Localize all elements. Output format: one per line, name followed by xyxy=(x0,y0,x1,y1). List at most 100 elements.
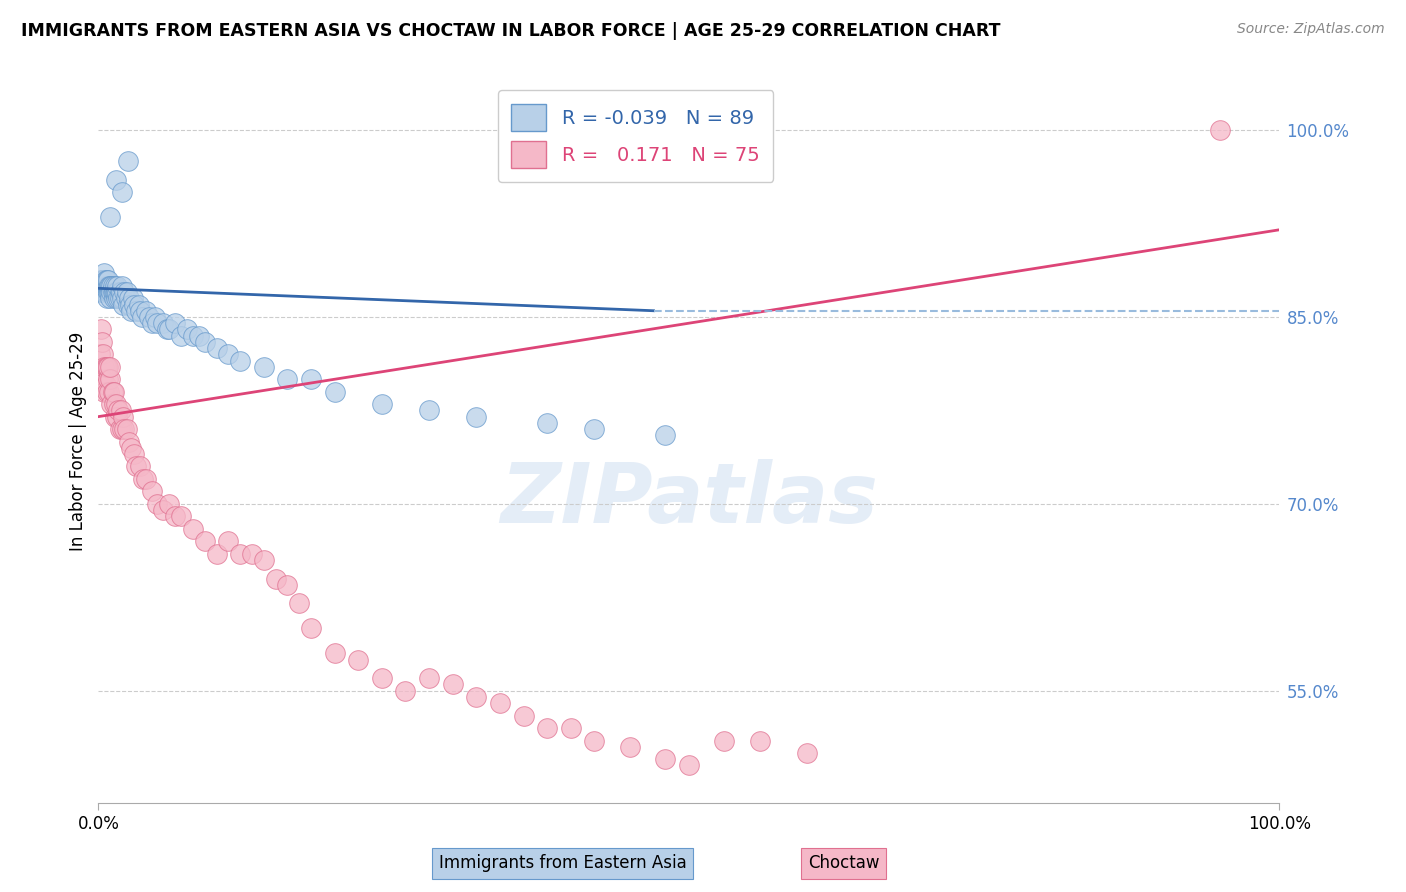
Point xyxy=(121,291,143,305)
Point xyxy=(94,378,117,392)
Point xyxy=(105,397,128,411)
Point xyxy=(91,278,114,293)
Point xyxy=(104,285,127,299)
Point xyxy=(97,285,120,299)
Point xyxy=(94,272,117,286)
Point xyxy=(512,708,534,723)
Point xyxy=(96,384,118,399)
Point xyxy=(128,459,150,474)
Point xyxy=(122,297,145,311)
Point xyxy=(465,409,488,424)
Point xyxy=(288,597,311,611)
Point xyxy=(118,434,141,449)
Point xyxy=(156,322,179,336)
Point xyxy=(91,347,114,361)
Point xyxy=(107,403,129,417)
Point xyxy=(89,278,111,293)
Point xyxy=(560,721,582,735)
Point xyxy=(323,384,346,399)
Point xyxy=(93,272,115,286)
Point xyxy=(176,322,198,336)
Point xyxy=(114,291,136,305)
Point xyxy=(98,285,121,299)
Point xyxy=(170,328,193,343)
Point xyxy=(100,278,122,293)
Point xyxy=(170,509,193,524)
Point xyxy=(90,322,112,336)
Point xyxy=(187,328,209,343)
Point xyxy=(91,372,114,386)
Point xyxy=(264,572,287,586)
Point xyxy=(93,384,115,399)
Point xyxy=(105,173,128,187)
Point xyxy=(93,278,115,293)
Point xyxy=(97,372,120,386)
Point xyxy=(91,372,114,386)
Point xyxy=(117,297,139,311)
Point xyxy=(96,359,118,374)
Point xyxy=(105,278,128,293)
Point xyxy=(194,334,217,349)
Point xyxy=(98,211,121,225)
Point xyxy=(91,334,114,349)
Point xyxy=(152,503,174,517)
Point xyxy=(135,472,157,486)
Point xyxy=(96,278,118,293)
Point xyxy=(94,278,117,293)
Point xyxy=(91,272,114,286)
Point xyxy=(465,690,488,704)
Point xyxy=(104,278,127,293)
Point xyxy=(120,297,142,311)
Point xyxy=(103,291,125,305)
Text: Choctaw: Choctaw xyxy=(808,855,879,872)
Point xyxy=(128,303,150,318)
Point xyxy=(146,497,169,511)
Point xyxy=(111,278,134,293)
Point xyxy=(93,285,115,299)
Point xyxy=(108,291,131,305)
Point xyxy=(229,547,252,561)
Point xyxy=(157,322,180,336)
Point xyxy=(299,621,322,635)
Point xyxy=(98,285,121,299)
Point xyxy=(132,472,155,486)
Point xyxy=(125,303,148,318)
Point xyxy=(157,497,180,511)
Point xyxy=(217,347,239,361)
Point xyxy=(91,278,114,293)
Point xyxy=(135,303,157,318)
Point xyxy=(96,272,118,286)
Point xyxy=(138,310,160,324)
Point xyxy=(101,384,124,399)
Point xyxy=(104,409,127,424)
Point xyxy=(111,186,134,200)
Point xyxy=(98,372,121,386)
Point xyxy=(111,422,134,436)
Point xyxy=(94,359,117,374)
Point xyxy=(152,316,174,330)
Point xyxy=(90,285,112,299)
Point xyxy=(536,721,558,735)
Point xyxy=(165,509,187,524)
Point xyxy=(108,285,131,299)
Point xyxy=(93,359,115,374)
Point xyxy=(229,353,252,368)
Point xyxy=(394,683,416,698)
Point xyxy=(371,397,394,411)
Text: IMMIGRANTS FROM EASTERN ASIA VS CHOCTAW IN LABOR FORCE | AGE 25-29 CORRELATION C: IMMIGRANTS FROM EASTERN ASIA VS CHOCTAW … xyxy=(21,22,1001,40)
Point xyxy=(583,422,606,436)
Point xyxy=(112,409,135,424)
Point xyxy=(253,553,276,567)
Point xyxy=(141,316,163,330)
Point xyxy=(91,272,114,286)
Point xyxy=(110,285,132,299)
Point xyxy=(181,522,204,536)
Point xyxy=(105,291,128,305)
Point xyxy=(105,409,128,424)
Point xyxy=(654,752,676,766)
Point xyxy=(98,359,121,374)
Point xyxy=(121,441,143,455)
Point xyxy=(103,397,125,411)
Point xyxy=(91,285,114,299)
Point xyxy=(101,285,124,299)
